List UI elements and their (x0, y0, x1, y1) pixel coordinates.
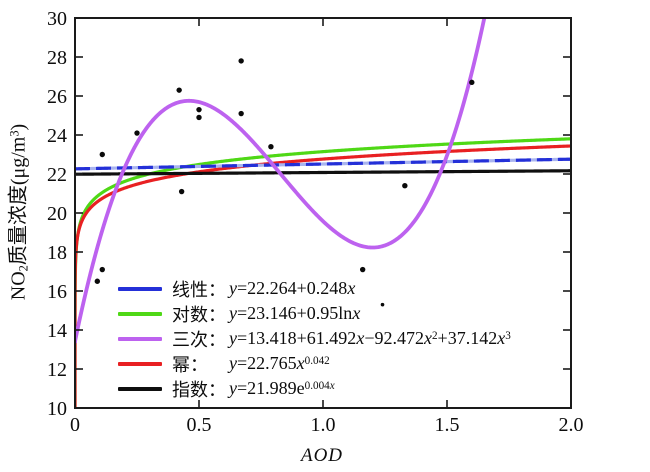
legend-entry-cubic: 三次： y=13.418+61.492x−92.472x2+37.142x3 (118, 326, 511, 351)
y-tick-label: 24 (47, 125, 67, 147)
text-segment: y (229, 353, 237, 373)
scatter-point (469, 79, 475, 86)
text-segment: NO (7, 271, 30, 301)
text-segment: x (356, 328, 365, 348)
fit-curve-linear (75, 157, 571, 171)
fit-curve-cubic (75, 18, 487, 344)
scatter-point (359, 266, 366, 273)
legend-label: 指数： (172, 379, 226, 400)
legend-line-swatch (118, 286, 162, 291)
scatter-point (99, 151, 105, 158)
scatter-point (238, 58, 244, 64)
scatter-point (176, 87, 182, 93)
y-tick-label: 20 (47, 203, 67, 225)
text-segment: y (229, 378, 237, 398)
scatter-point (99, 266, 105, 273)
legend-label: 线性： (172, 279, 226, 300)
text-segment: x (329, 379, 335, 392)
fit-curve-power (75, 144, 571, 408)
legend-line-swatch (118, 336, 162, 341)
legend-entry-exp: 指数： y=21.989e0.004x (118, 376, 511, 401)
legend: 线性： y=22.264+0.248x 对数： y=23.146+0.95lnx 三次：… (118, 276, 511, 401)
legend-equation: y=22.264+0.248x (229, 278, 355, 299)
text-segment: 质量浓度(μg/m (7, 136, 30, 266)
y-tick-label: 12 (47, 359, 67, 381)
scatter-point (196, 114, 202, 121)
scatter-point (134, 130, 140, 136)
text-segment: 0.042 (304, 354, 330, 367)
y-tick-label: 28 (47, 47, 67, 69)
legend-line-swatch (118, 361, 162, 366)
text-segment: x (296, 353, 305, 373)
y-tick-label: 26 (47, 86, 67, 108)
legend-equation: y=22.765x0.042 (229, 353, 330, 374)
legend-equation: y=13.418+61.492x−92.472x2+37.142x3 (229, 328, 511, 349)
scatter-points (94, 58, 475, 307)
ticks (74, 17, 572, 409)
legend-line-swatch (118, 386, 162, 391)
text-segment: 2 (431, 329, 438, 342)
text-segment: −92.472 (364, 328, 424, 348)
x-tick-label: 2.0 (559, 414, 584, 436)
fit-curve-exp (75, 169, 571, 176)
x-tick-label: 1.5 (435, 414, 460, 436)
text-segment: =23.146+0.95ln (237, 303, 353, 323)
legend-line-swatch (118, 311, 162, 316)
x-axis-title: AOD (300, 445, 344, 466)
legend-label: 对数： (172, 304, 226, 325)
y-tick-label: 16 (47, 281, 67, 303)
scatter-point (94, 278, 101, 284)
text-segment: 2 (16, 265, 31, 272)
scatter-point (402, 183, 408, 189)
y-tick-label: 30 (47, 8, 67, 30)
text-segment: y (229, 303, 237, 323)
legend-entry-linear: 线性： y=22.264+0.248x (118, 276, 511, 301)
text-segment: =13.418+61.492 (237, 328, 357, 348)
y-axis-title: NO2质量浓度(μg/m3) (2, 124, 31, 300)
text-segment: x (497, 328, 506, 348)
text-segment: 0.004 (304, 379, 330, 392)
legend-label: 幂： (172, 354, 208, 375)
text-segment: x (352, 303, 361, 323)
scatter-point (196, 106, 202, 113)
x-tick-label: 0 (70, 414, 80, 436)
y-tick-label: 22 (47, 164, 67, 186)
legend-equation: y=23.146+0.95lnx (229, 303, 360, 324)
x-tick-label: 1.0 (311, 414, 336, 436)
text-segment: x (347, 278, 356, 298)
legend-entry-power: 幂： y=22.765x0.042 (118, 351, 511, 376)
text-segment: +37.142 (437, 328, 498, 348)
scatter-point (268, 144, 274, 150)
legend-entry-log: 对数： y=23.146+0.95lnx (118, 301, 511, 326)
text-segment: 3 (7, 130, 22, 137)
scatter-point (238, 110, 244, 117)
y-tick-label: 18 (47, 242, 67, 264)
text-segment: y (229, 328, 237, 348)
text-segment: =22.264+0.248 (237, 278, 348, 298)
text-segment: =21.989e (237, 378, 305, 398)
x-tick-label: 0.5 (187, 414, 212, 436)
legend-label: 三次： (172, 329, 226, 350)
y-tick-label: 10 (47, 398, 67, 420)
scatter-point (178, 188, 185, 195)
scatter-point (380, 302, 385, 307)
legend-equation: y=21.989e0.004x (229, 378, 335, 399)
text-segment: 3 (505, 329, 511, 342)
text-segment: y (229, 278, 237, 298)
text-segment: x (423, 328, 432, 348)
y-tick-label: 14 (47, 320, 67, 342)
text-segment: =22.765 (237, 353, 297, 373)
